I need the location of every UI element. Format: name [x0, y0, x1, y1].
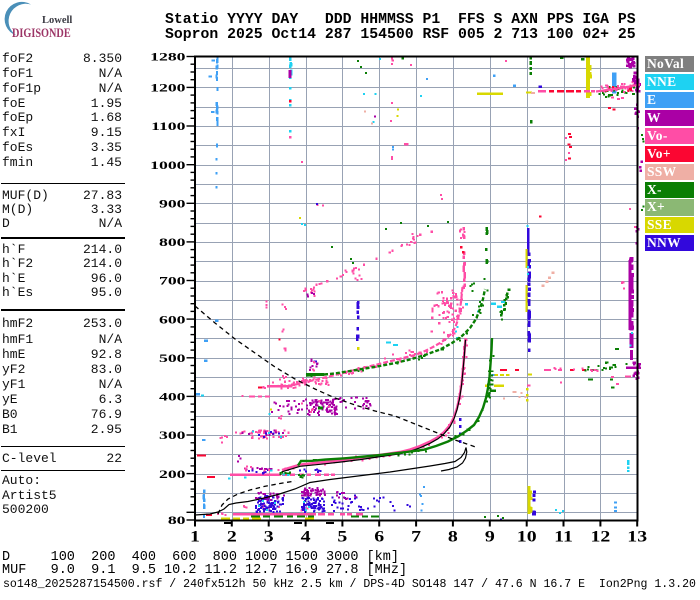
- svg-text:1100: 1100: [151, 121, 185, 134]
- svg-text:5: 5: [337, 528, 347, 545]
- svg-text:13: 13: [627, 528, 647, 545]
- svg-text:8: 8: [448, 528, 458, 545]
- svg-text:700: 700: [159, 275, 186, 288]
- svg-text:400: 400: [159, 391, 186, 404]
- svg-text:10: 10: [517, 528, 537, 545]
- svg-text:9: 9: [485, 528, 495, 545]
- svg-text:1: 1: [190, 528, 200, 545]
- svg-text:2: 2: [227, 528, 237, 545]
- svg-text:900: 900: [159, 198, 186, 211]
- svg-text:1280: 1280: [150, 51, 185, 64]
- svg-text:200: 200: [159, 468, 186, 481]
- svg-text:3: 3: [264, 528, 274, 545]
- svg-text:4: 4: [301, 528, 311, 545]
- svg-text:80: 80: [168, 515, 186, 528]
- svg-text:1200: 1200: [150, 82, 185, 95]
- svg-text:6: 6: [374, 528, 384, 545]
- svg-text:12: 12: [590, 528, 610, 545]
- svg-text:800: 800: [159, 237, 186, 250]
- svg-text:600: 600: [159, 314, 186, 327]
- svg-text:11: 11: [554, 528, 573, 545]
- svg-text:500: 500: [159, 353, 186, 366]
- svg-text:7: 7: [411, 528, 421, 545]
- svg-text:1000: 1000: [150, 159, 185, 172]
- svg-text:300: 300: [159, 430, 186, 443]
